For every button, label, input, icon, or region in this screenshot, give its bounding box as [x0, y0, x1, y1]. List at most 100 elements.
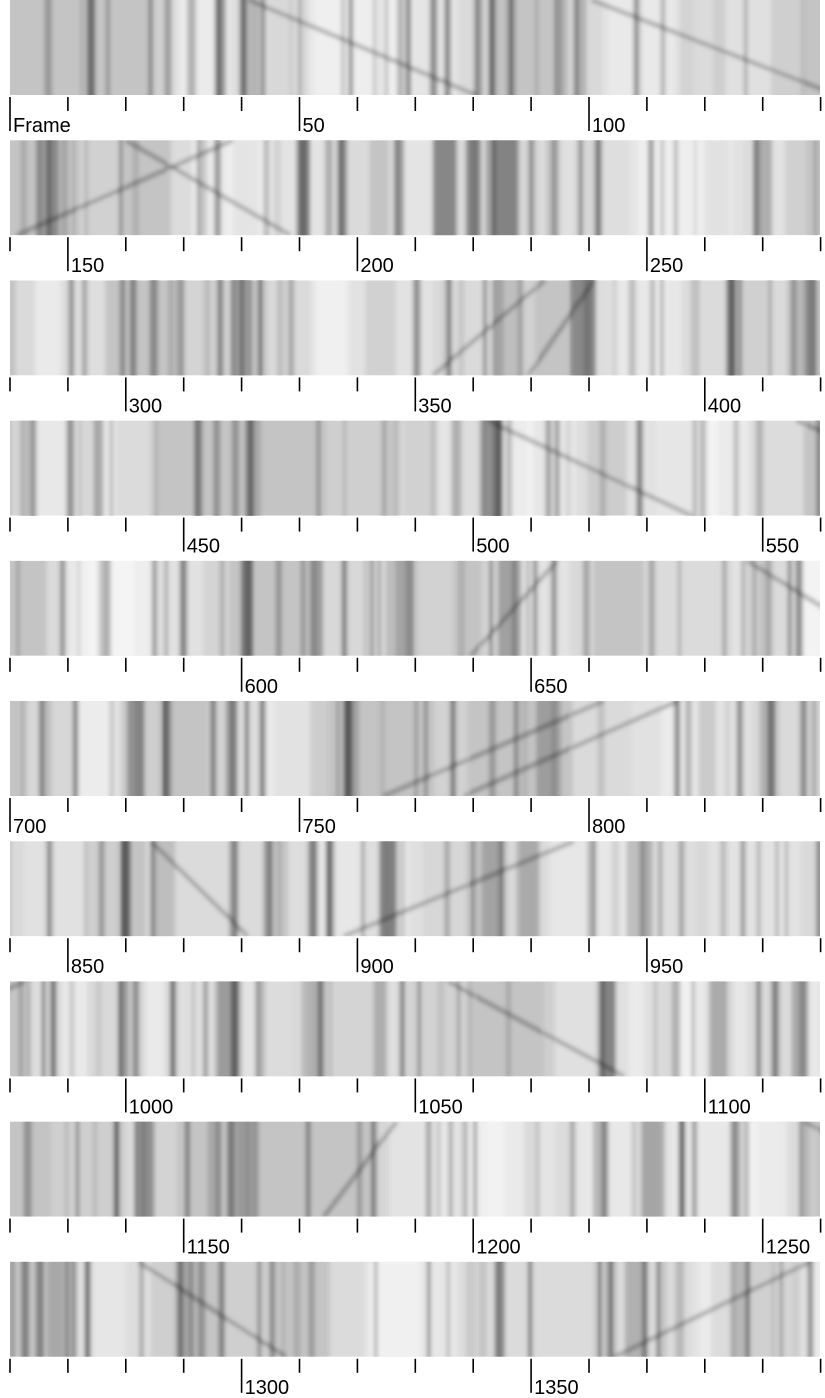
dark-stripe — [87, 0, 95, 95]
dark-stripe — [135, 701, 138, 796]
dark-stripe — [430, 420, 437, 516]
diagonal-track — [149, 841, 250, 937]
dark-stripe — [649, 280, 653, 376]
dark-stripe — [75, 701, 79, 796]
dark-stripe — [195, 420, 203, 516]
dark-stripe — [301, 981, 310, 1077]
frame-label: 1150 — [187, 1237, 230, 1259]
dark-stripe — [693, 420, 698, 516]
dark-stripe — [437, 981, 445, 1077]
dark-stripe — [489, 560, 493, 656]
frame-label: 1000 — [129, 1096, 174, 1118]
dark-stripe — [317, 981, 324, 1077]
image-texture — [11, 420, 820, 516]
dark-stripe — [132, 140, 139, 236]
dark-stripe — [597, 140, 602, 236]
frame-label: 1050 — [418, 1096, 463, 1118]
dark-stripe — [582, 560, 591, 656]
dark-stripe — [535, 0, 538, 95]
dark-stripe — [508, 0, 516, 95]
dark-stripe — [562, 0, 569, 95]
dark-stripe — [329, 981, 332, 1077]
strip: 700 750 800 — [9, 701, 822, 838]
dark-stripe — [709, 981, 728, 1077]
dark-stripe — [64, 1261, 70, 1357]
dark-stripe — [373, 981, 388, 1077]
dark-stripe — [131, 981, 140, 1077]
dark-stripe — [308, 560, 317, 656]
dark-stripe — [814, 140, 817, 236]
dark-stripe — [215, 0, 221, 95]
dark-stripe — [553, 701, 561, 796]
diagonal-track — [613, 1261, 811, 1357]
dark-stripe — [196, 140, 201, 236]
frame-label: 1350 — [534, 1377, 579, 1398]
dark-stripe — [791, 280, 796, 376]
dark-stripe — [71, 1261, 77, 1357]
dark-stripe — [628, 280, 636, 376]
dark-stripe — [65, 1121, 68, 1217]
frame-label: 850 — [71, 956, 104, 978]
diagonal-track — [745, 560, 820, 608]
dark-stripe — [481, 841, 507, 937]
diagonal-track — [431, 280, 546, 376]
dark-stripe — [759, 560, 763, 656]
dark-stripe — [378, 841, 396, 937]
dark-stripe — [296, 140, 304, 236]
dark-stripe — [301, 560, 305, 656]
dark-stripe — [134, 1121, 155, 1217]
dark-stripe — [184, 1261, 188, 1357]
dark-stripe — [424, 701, 428, 796]
dark-stripe — [10, 1261, 15, 1357]
dark-stripe — [443, 841, 451, 937]
dark-stripe — [405, 0, 412, 95]
dark-stripe — [466, 981, 474, 1077]
dark-stripe — [180, 280, 185, 376]
strip: 1300 1350 — [9, 1261, 822, 1398]
dark-stripe — [336, 140, 344, 236]
kymograph-image — [10, 701, 820, 796]
dark-stripe — [305, 1121, 311, 1217]
diagonal-track — [462, 701, 679, 796]
dark-stripe — [192, 0, 197, 95]
dark-stripe — [473, 0, 480, 95]
dark-stripe — [759, 140, 773, 236]
bright-region — [418, 560, 454, 656]
frame-label: 50 — [303, 115, 325, 137]
dark-stripe — [21, 701, 27, 796]
dark-stripe — [44, 0, 52, 95]
dark-stripe — [215, 981, 242, 1077]
frame-label: 1300 — [245, 1377, 290, 1398]
dark-stripe — [413, 280, 416, 376]
dark-stripe — [648, 560, 656, 656]
dark-stripe — [578, 140, 584, 236]
dark-stripe — [587, 841, 594, 937]
frame-label: 400 — [708, 395, 741, 417]
dark-stripe — [545, 420, 552, 516]
dark-stripe — [268, 1261, 276, 1357]
dark-stripe — [287, 280, 295, 376]
dark-stripe — [36, 140, 44, 236]
diagonal-track — [487, 420, 693, 516]
dark-stripe — [545, 140, 551, 236]
dark-stripe — [432, 140, 458, 236]
dark-stripe — [660, 0, 666, 95]
dark-stripe — [190, 1261, 195, 1357]
dark-stripe — [139, 1261, 144, 1357]
dark-stripe — [207, 1121, 213, 1217]
dark-stripe — [195, 420, 198, 516]
dark-stripe — [253, 420, 261, 516]
dark-stripe — [632, 1121, 635, 1217]
dark-stripe — [492, 140, 519, 236]
dark-stripe — [252, 1121, 260, 1217]
dark-stripe — [214, 140, 221, 236]
dark-stripe — [598, 981, 617, 1077]
dark-stripe — [592, 841, 597, 937]
dark-stripe — [736, 1261, 749, 1357]
dark-stripe — [414, 701, 418, 796]
dark-stripe — [75, 1121, 80, 1217]
dark-stripe — [149, 841, 176, 937]
dark-stripe — [293, 1261, 301, 1357]
frame-label: 150 — [71, 255, 104, 277]
strip: 300 350 400 — [9, 280, 822, 417]
